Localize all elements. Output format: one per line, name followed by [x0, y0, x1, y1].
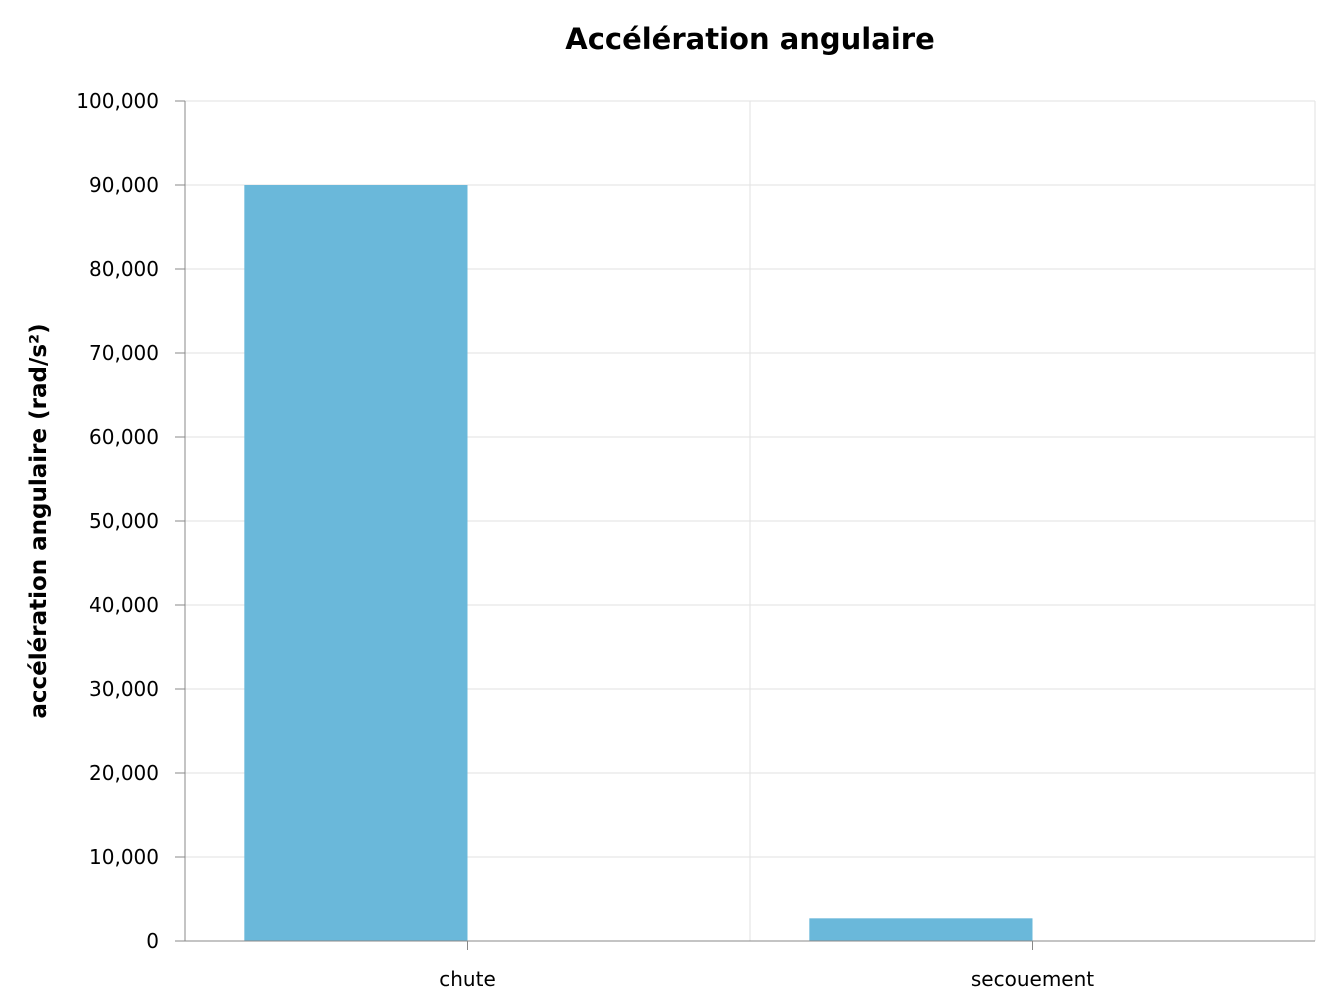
y-tick-label: 50,000: [89, 509, 159, 533]
bars: [244, 185, 1033, 941]
x-tick-label: chute: [439, 967, 496, 991]
y-tick-label: 60,000: [89, 425, 159, 449]
bar-secouement: [809, 918, 1033, 941]
y-tick-label: 80,000: [89, 257, 159, 281]
y-tick-label: 40,000: [89, 593, 159, 617]
y-tick-label: 100,000: [76, 89, 159, 113]
y-tick-label: 30,000: [89, 677, 159, 701]
y-tick-label: 10,000: [89, 845, 159, 869]
x-axis-tick-labels: chute secouement: [439, 967, 1094, 991]
y-axis-title: accélération angulaire (rad/s²): [26, 323, 52, 718]
y-tick-label: 70,000: [89, 341, 159, 365]
y-tick-label: 20,000: [89, 761, 159, 785]
chart-title: Accélération angulaire: [565, 22, 934, 56]
axes: [175, 100, 1315, 950]
bar-chute: [244, 185, 468, 941]
y-axis-tick-labels: 0 10,000 20,000 30,000 40,000 50,000 60,000 70,…: [76, 89, 159, 953]
x-tick-label: secouement: [971, 967, 1094, 991]
y-tick-label: 0: [146, 929, 159, 953]
y-tick-label: 90,000: [89, 173, 159, 197]
